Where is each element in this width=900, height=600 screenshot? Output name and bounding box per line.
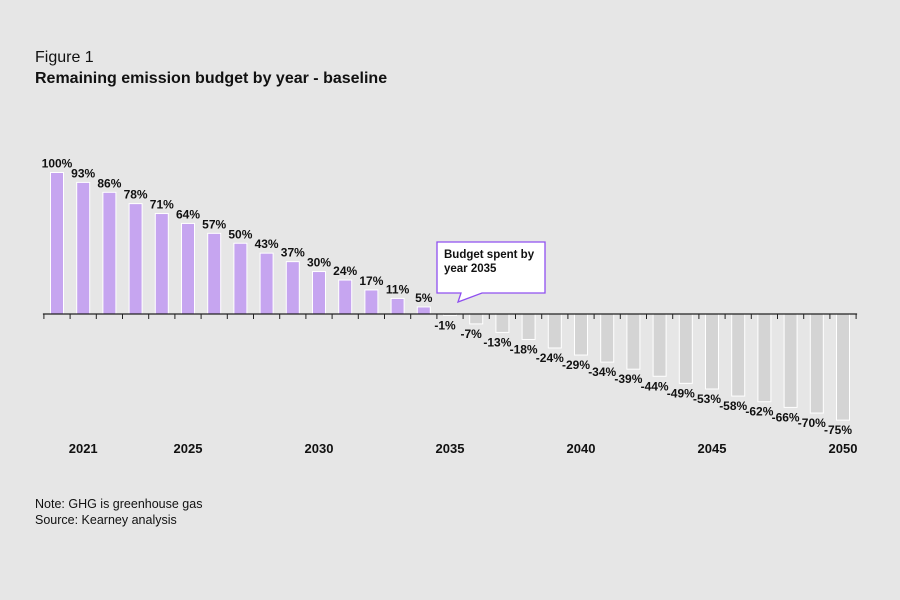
data-label-2034: 5% bbox=[415, 291, 433, 305]
bar-2026 bbox=[207, 232, 222, 315]
data-label-2032: 17% bbox=[359, 274, 383, 288]
data-label-2027: 50% bbox=[228, 227, 252, 241]
bar-2021 bbox=[76, 181, 91, 315]
bar-2036 bbox=[469, 313, 484, 325]
bar-2050 bbox=[836, 313, 850, 421]
bar-2044 bbox=[678, 313, 693, 384]
bar-2049 bbox=[809, 313, 824, 414]
bar-2024 bbox=[154, 213, 169, 315]
x-tick-label-2035: 2035 bbox=[436, 441, 465, 456]
data-label-2022: 86% bbox=[97, 176, 121, 190]
bar-2043 bbox=[652, 313, 667, 377]
bar-2045 bbox=[705, 313, 719, 390]
bar-2034 bbox=[416, 306, 431, 315]
bar-2030 bbox=[312, 271, 326, 315]
data-label-2026: 57% bbox=[202, 217, 226, 231]
x-tick-label-2021: 2021 bbox=[69, 441, 98, 456]
data-label-2048: -66% bbox=[772, 410, 800, 424]
source-text: Source: Kearney analysis bbox=[35, 513, 177, 527]
data-label-2040: -29% bbox=[562, 358, 590, 372]
note-text: Note: GHG is greenhouse gas bbox=[35, 497, 203, 511]
bar-2020 bbox=[50, 172, 64, 315]
data-label-2039: -24% bbox=[536, 351, 564, 365]
data-label-2035: -1% bbox=[434, 318, 456, 332]
data-label-2030: 30% bbox=[307, 256, 331, 270]
bar-2031 bbox=[338, 279, 353, 315]
data-label-2037: -13% bbox=[483, 335, 511, 349]
data-label-2042: -39% bbox=[614, 372, 642, 386]
data-label-2046: -58% bbox=[719, 399, 747, 413]
notes: Note: GHG is greenhouse gas Source: Kear… bbox=[35, 496, 202, 528]
data-label-2033: 11% bbox=[386, 282, 410, 296]
data-label-2031: 24% bbox=[333, 264, 357, 278]
bar-2047 bbox=[757, 313, 772, 403]
bar-2037 bbox=[495, 313, 510, 333]
bar-2046 bbox=[731, 313, 746, 397]
data-label-2041: -34% bbox=[588, 365, 616, 379]
callout-box: Budget spent by year 2035 bbox=[444, 249, 535, 275]
x-tick-label-2030: 2030 bbox=[305, 441, 334, 456]
callout-shape bbox=[436, 241, 546, 304]
data-label-2020: 100% bbox=[42, 157, 73, 171]
bar-2042 bbox=[626, 313, 641, 370]
bar-2022 bbox=[102, 191, 117, 315]
data-label-2025: 64% bbox=[176, 207, 200, 221]
data-label-2044: -49% bbox=[667, 386, 695, 400]
data-label-2028: 43% bbox=[255, 237, 279, 251]
data-label-2023: 78% bbox=[124, 188, 148, 202]
bar-2038 bbox=[521, 313, 536, 340]
chart-title: Remaining emission budget by year - base… bbox=[35, 70, 388, 87]
bar-2032 bbox=[364, 289, 379, 315]
x-tick-label-2045: 2045 bbox=[698, 441, 727, 456]
data-label-2045: -53% bbox=[693, 392, 721, 406]
x-tick-label-2025: 2025 bbox=[174, 441, 203, 456]
x-tick-label-2050: 2050 bbox=[829, 441, 858, 456]
bar-2027 bbox=[233, 242, 248, 315]
data-label-2036: -7% bbox=[461, 327, 483, 341]
data-label-2024: 71% bbox=[150, 198, 174, 212]
bar-2040 bbox=[574, 313, 588, 356]
bar-2048 bbox=[783, 313, 798, 408]
data-label-2043: -44% bbox=[641, 379, 669, 393]
data-label-2047: -62% bbox=[745, 405, 773, 419]
data-label-2049: -70% bbox=[798, 416, 826, 430]
bar-2029 bbox=[285, 261, 300, 315]
data-label-2038: -18% bbox=[510, 342, 538, 356]
bar-2039 bbox=[547, 313, 562, 349]
bar-2028 bbox=[259, 252, 274, 315]
data-label-2029: 37% bbox=[281, 246, 305, 260]
bar-2033 bbox=[390, 297, 405, 315]
figure-label: Figure 1 bbox=[35, 49, 94, 66]
bar-2041 bbox=[600, 313, 615, 363]
data-label-2021: 93% bbox=[71, 166, 95, 180]
bar-2023 bbox=[128, 203, 143, 315]
x-tick-label-2040: 2040 bbox=[567, 441, 596, 456]
data-label-2050: -75% bbox=[824, 423, 852, 437]
bar-2025 bbox=[181, 222, 195, 315]
